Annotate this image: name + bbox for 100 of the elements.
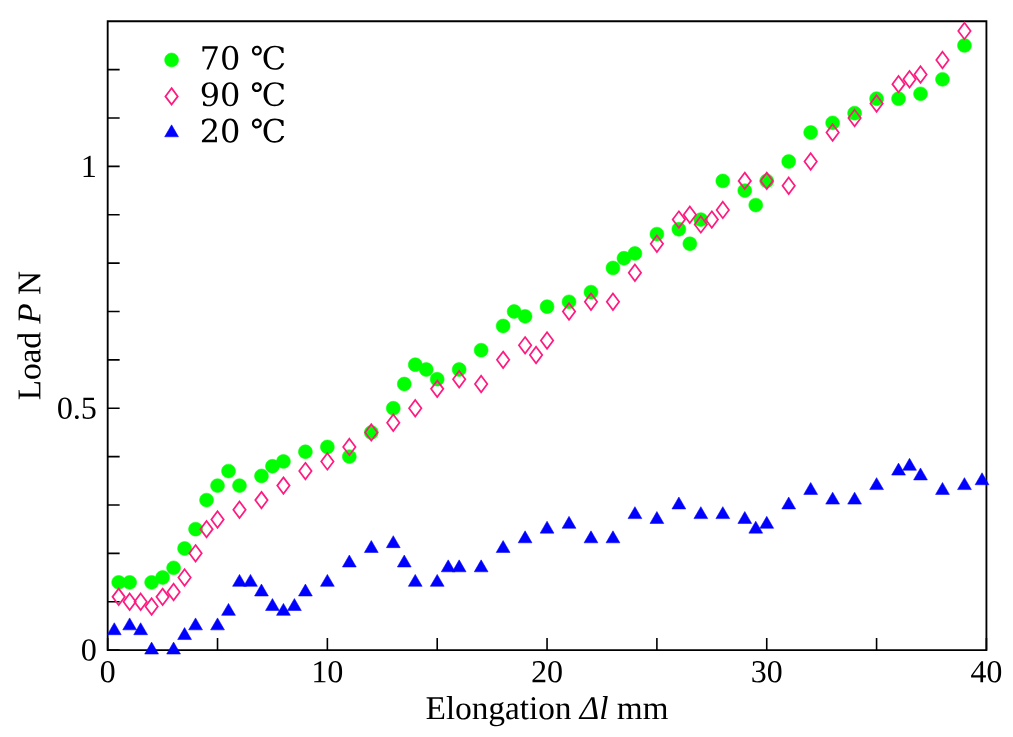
x-axis-title: Elongation Δl mm: [426, 696, 668, 727]
point: [473, 343, 489, 358]
point: [539, 299, 555, 314]
point: [847, 491, 862, 505]
point: [935, 50, 950, 70]
point: [265, 598, 280, 611]
point: [518, 336, 533, 355]
point: [913, 65, 928, 84]
point: [473, 559, 489, 573]
legend-label: 20 ℃: [201, 118, 285, 143]
point: [605, 292, 621, 311]
point: [682, 236, 698, 251]
point: [682, 205, 697, 224]
point: [759, 516, 774, 529]
point: [298, 444, 313, 459]
point: [188, 617, 203, 631]
y-axis-title: Load P N: [17, 271, 41, 400]
point: [974, 472, 990, 486]
point: [748, 197, 763, 213]
x-tick-label: 10: [314, 660, 343, 683]
point: [166, 582, 181, 602]
point: [627, 246, 643, 261]
point: [495, 318, 511, 334]
point: [107, 622, 122, 636]
point: [298, 462, 313, 481]
point: [166, 560, 181, 576]
point: [517, 530, 533, 544]
point: [825, 123, 840, 142]
point: [781, 176, 796, 195]
point: [210, 617, 225, 631]
point: [649, 234, 664, 253]
point: [452, 559, 467, 573]
point: [616, 251, 632, 266]
point: [430, 379, 445, 399]
point: [254, 468, 269, 484]
point: [561, 302, 577, 321]
point: [122, 617, 137, 631]
point: [254, 583, 269, 597]
point: [287, 598, 302, 611]
point: [133, 622, 148, 636]
point: [627, 263, 642, 282]
point: [155, 570, 170, 585]
point: [704, 210, 719, 229]
point: [188, 521, 203, 537]
point: [133, 592, 148, 611]
point: [441, 559, 456, 573]
point: [935, 72, 950, 87]
y-tick-label: 0: [82, 639, 96, 661]
point: [298, 583, 313, 597]
point: [583, 530, 599, 544]
point: [155, 587, 170, 606]
point: [891, 462, 906, 476]
point: [715, 173, 730, 189]
point: [605, 260, 621, 276]
point: [913, 467, 928, 481]
point: [957, 38, 972, 53]
point: [177, 627, 192, 640]
x-tick-label: 20: [532, 660, 562, 683]
point: [342, 554, 357, 568]
point: [386, 413, 401, 432]
point: [199, 520, 214, 539]
point: [221, 603, 236, 616]
point: [781, 154, 796, 169]
point: [210, 510, 225, 529]
point: [199, 492, 214, 508]
point: [935, 482, 950, 495]
point: [320, 574, 335, 587]
point: [474, 374, 489, 394]
point: [397, 554, 412, 568]
point: [869, 477, 884, 490]
point: [386, 535, 401, 548]
point: [715, 506, 730, 519]
point: [177, 568, 192, 587]
point: [847, 108, 862, 128]
point: [540, 331, 555, 350]
point: [232, 574, 247, 587]
point: [232, 500, 247, 519]
point: [803, 125, 818, 140]
point: [265, 459, 280, 474]
y-tick-label: 1: [83, 155, 95, 177]
point: [276, 603, 291, 616]
point: [111, 587, 126, 606]
point: [397, 376, 412, 392]
point: [957, 21, 972, 41]
point: [902, 70, 917, 89]
point: [902, 458, 917, 471]
point: [803, 482, 818, 495]
point: [122, 575, 137, 590]
point: [539, 520, 555, 534]
point: [781, 496, 796, 510]
point: [320, 439, 335, 455]
point: [605, 530, 621, 544]
y-tick-label: 0.5: [58, 397, 96, 420]
point: [496, 350, 511, 369]
x-tick-label: 40: [971, 660, 1002, 683]
point: [671, 496, 687, 510]
point: [408, 399, 423, 418]
point: [276, 476, 291, 495]
point: [276, 454, 291, 469]
point: [188, 544, 203, 563]
